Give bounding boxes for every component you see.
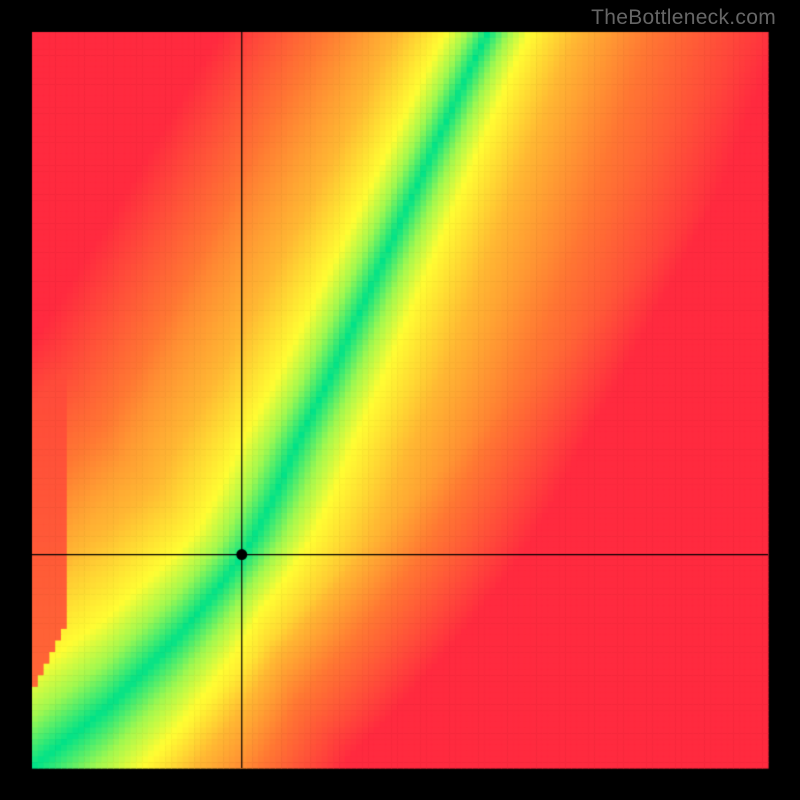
chart-container: TheBottleneck.com bbox=[0, 0, 800, 800]
bottleneck-heatmap bbox=[0, 0, 800, 800]
watermark-text: TheBottleneck.com bbox=[591, 6, 776, 30]
